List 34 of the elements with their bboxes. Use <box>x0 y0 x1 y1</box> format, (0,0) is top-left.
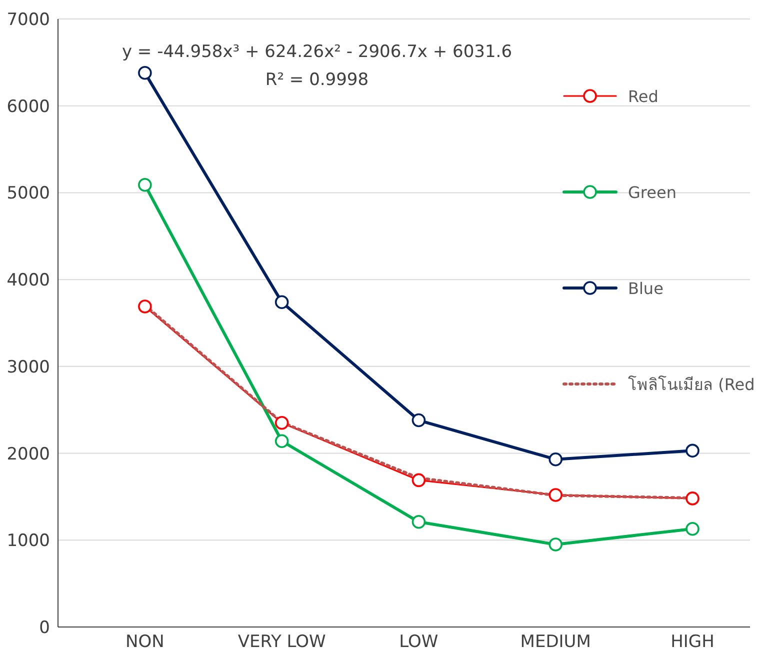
y-tick-label: 2000 <box>6 444 50 464</box>
y-tick-label: 0 <box>39 618 50 638</box>
point <box>138 66 152 80</box>
point <box>412 515 426 529</box>
annotation: R² = 0.9998 <box>264 70 370 90</box>
point <box>686 522 700 536</box>
point <box>274 416 289 430</box>
annotation: y = -44.958x³ + 624.26x² - 2906.7x + 6031.6 <box>120 42 514 62</box>
x-tick-label: VERY LOW <box>238 632 326 652</box>
point <box>412 413 426 428</box>
point <box>548 488 563 502</box>
y-tick-label: 6000 <box>6 96 50 117</box>
point <box>686 492 700 506</box>
y-tick-label: 5000 <box>6 184 50 204</box>
x-tick-label: LOW <box>399 632 438 652</box>
legend-label: Red <box>628 86 658 106</box>
point <box>548 538 563 552</box>
legend-label: โพลิโนเมียล (Red <box>628 374 755 396</box>
y-tick-label: 4000 <box>6 270 50 291</box>
point <box>138 178 152 192</box>
legend-label: Blue <box>628 278 664 298</box>
point <box>274 295 289 310</box>
y-tick-label: 1000 <box>6 531 50 552</box>
y-tick-label: 7000 <box>6 10 50 30</box>
x-tick-label: HIGH <box>670 632 714 652</box>
point <box>686 444 700 458</box>
point <box>412 473 426 488</box>
y-tick-label: 3000 <box>6 357 50 378</box>
legend-label: Green <box>628 182 676 202</box>
x-tick-label: NON <box>126 632 164 652</box>
point <box>548 452 563 466</box>
x-tick-label: MEDIUM <box>520 632 591 652</box>
point <box>138 300 152 314</box>
point <box>274 434 289 448</box>
